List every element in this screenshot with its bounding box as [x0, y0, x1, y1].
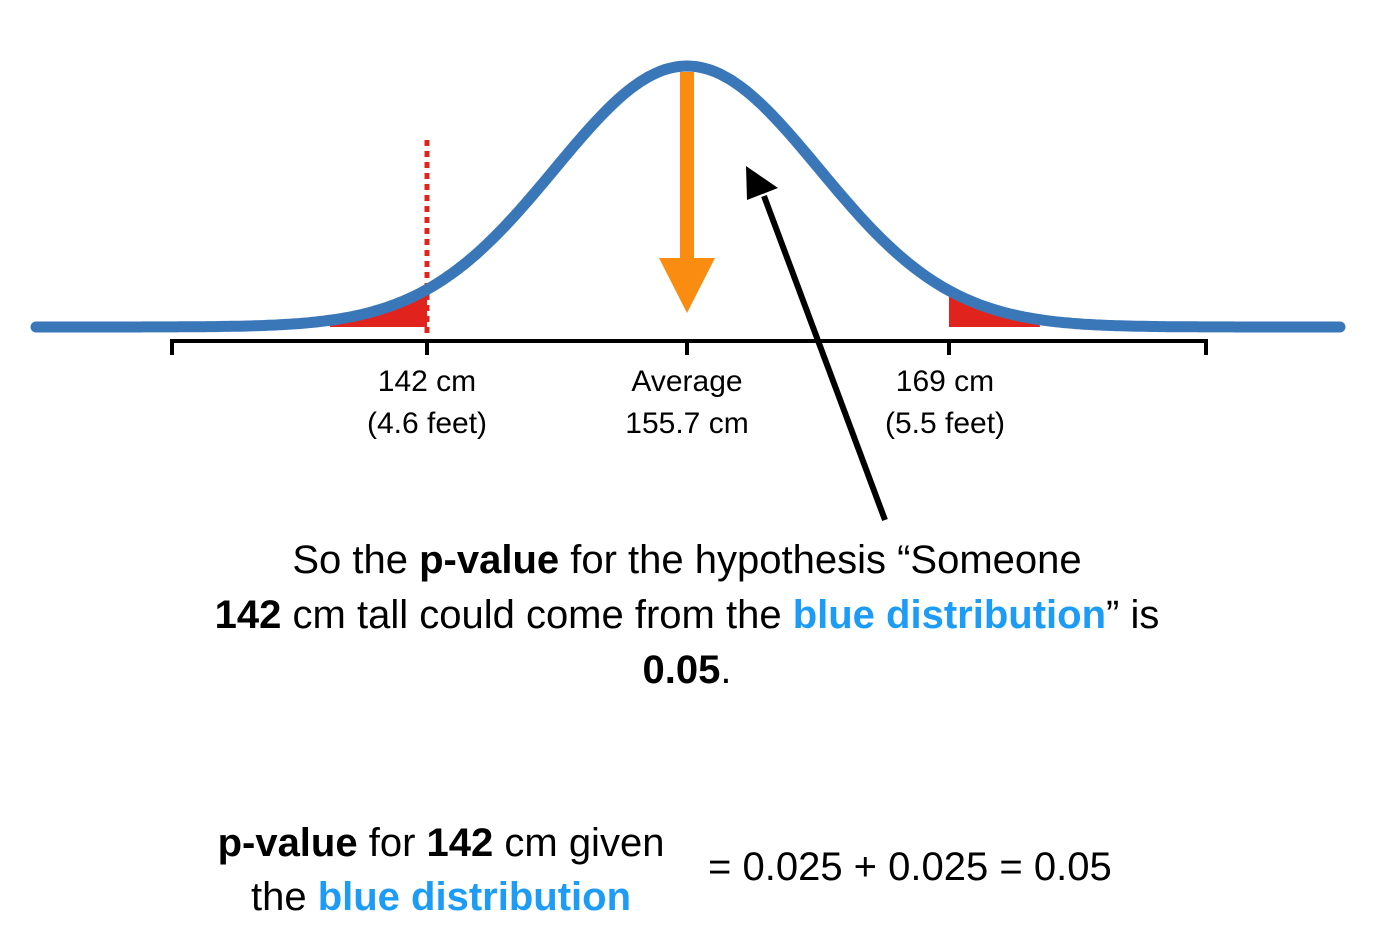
caption-bold-pvalue-number: 0.05: [642, 648, 721, 692]
mean-arrow: [659, 72, 715, 313]
formula-text: for: [357, 821, 427, 865]
label-169cm: 169 cm (5.5 feet): [840, 361, 1050, 445]
p-value-caption: So the p-value for the hypothesis “Someo…: [187, 533, 1187, 698]
label-142cm-line1: 142 cm: [377, 365, 477, 398]
formula-blue-distribution: blue distribution: [317, 875, 632, 919]
caption-text: .: [720, 648, 732, 692]
pointer-arrow: [746, 166, 888, 522]
label-average-line1: Average: [631, 365, 743, 398]
caption-blue-distribution: blue distribution: [792, 593, 1107, 637]
label-169cm-line1: 169 cm: [895, 365, 995, 398]
caption-text: ” is: [1106, 593, 1160, 637]
formula-text: the: [250, 875, 318, 919]
label-average: Average 155.7 cm: [582, 361, 792, 445]
caption-bold-pvalue: p-value: [419, 538, 560, 582]
label-142cm-line2: (4.6 feet): [366, 407, 488, 440]
caption-bold-142: 142: [214, 593, 282, 637]
caption-text: So the: [292, 538, 420, 582]
formula-bold-pvalue: p-value: [217, 821, 358, 865]
formula-rhs: = 0.025 + 0.025 = 0.05: [708, 845, 1112, 889]
formula-bold-142: 142: [426, 821, 494, 865]
formula-lhs: p-value for 142 cm given the blue distrib…: [176, 816, 706, 924]
formula-text: cm given: [493, 821, 665, 865]
caption-text: for the hypothesis “Someone: [559, 538, 1082, 582]
caption-text: cm tall could come from the: [281, 593, 793, 637]
label-average-line2: 155.7 cm: [625, 407, 749, 440]
label-169cm-line2: (5.5 feet): [884, 407, 1006, 440]
label-142cm: 142 cm (4.6 feet): [322, 361, 532, 445]
bell-curve: [30, 60, 1346, 333]
